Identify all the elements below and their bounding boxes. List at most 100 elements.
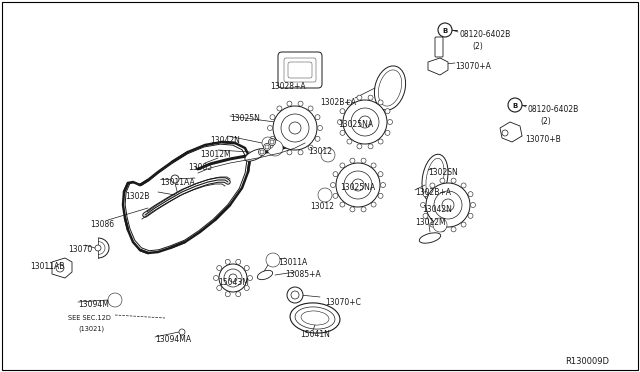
Circle shape bbox=[371, 202, 376, 207]
Text: 13025N: 13025N bbox=[230, 114, 260, 123]
Circle shape bbox=[440, 178, 445, 183]
Circle shape bbox=[378, 193, 383, 198]
Circle shape bbox=[321, 191, 329, 199]
Text: 15041N: 15041N bbox=[300, 330, 330, 339]
FancyBboxPatch shape bbox=[288, 62, 312, 78]
Circle shape bbox=[378, 139, 383, 144]
Circle shape bbox=[351, 108, 379, 136]
Circle shape bbox=[270, 140, 274, 144]
Text: (13021): (13021) bbox=[78, 325, 104, 331]
FancyBboxPatch shape bbox=[435, 37, 443, 57]
Circle shape bbox=[259, 148, 266, 155]
Circle shape bbox=[359, 116, 371, 128]
Circle shape bbox=[267, 140, 283, 156]
Text: R130009D: R130009D bbox=[565, 357, 609, 366]
Circle shape bbox=[225, 292, 230, 296]
Circle shape bbox=[108, 293, 122, 307]
Polygon shape bbox=[52, 258, 72, 278]
Circle shape bbox=[111, 296, 119, 304]
Circle shape bbox=[318, 188, 332, 202]
Circle shape bbox=[224, 269, 242, 287]
Circle shape bbox=[179, 329, 185, 335]
Polygon shape bbox=[428, 58, 448, 75]
Circle shape bbox=[440, 227, 445, 232]
Circle shape bbox=[308, 145, 313, 150]
Circle shape bbox=[340, 163, 345, 168]
Circle shape bbox=[56, 264, 64, 272]
Circle shape bbox=[340, 202, 345, 207]
Circle shape bbox=[468, 214, 473, 218]
Circle shape bbox=[357, 95, 362, 100]
Circle shape bbox=[438, 23, 452, 37]
Circle shape bbox=[268, 125, 273, 131]
Text: 13094M: 13094M bbox=[78, 300, 109, 309]
Circle shape bbox=[502, 130, 508, 136]
Text: 13070+C: 13070+C bbox=[325, 298, 361, 307]
Circle shape bbox=[281, 114, 309, 142]
Circle shape bbox=[451, 227, 456, 232]
Circle shape bbox=[217, 266, 221, 270]
Ellipse shape bbox=[419, 233, 441, 243]
Circle shape bbox=[461, 222, 466, 227]
Circle shape bbox=[265, 145, 269, 149]
Ellipse shape bbox=[257, 270, 273, 280]
Text: 13070+B: 13070+B bbox=[525, 135, 561, 144]
Circle shape bbox=[308, 106, 313, 111]
Polygon shape bbox=[500, 122, 522, 142]
Circle shape bbox=[468, 192, 473, 197]
Circle shape bbox=[330, 183, 335, 187]
Circle shape bbox=[333, 171, 338, 177]
Circle shape bbox=[264, 144, 271, 151]
Text: 13094MA: 13094MA bbox=[155, 335, 191, 344]
Text: 08120-6402B: 08120-6402B bbox=[528, 105, 579, 114]
Ellipse shape bbox=[245, 149, 265, 161]
Circle shape bbox=[229, 274, 237, 282]
Circle shape bbox=[436, 221, 444, 229]
Circle shape bbox=[344, 171, 372, 199]
Circle shape bbox=[420, 202, 426, 208]
Circle shape bbox=[287, 101, 292, 106]
Circle shape bbox=[95, 245, 101, 251]
Circle shape bbox=[361, 207, 366, 212]
Circle shape bbox=[347, 100, 352, 105]
Circle shape bbox=[270, 137, 275, 141]
Text: 15043M: 15043M bbox=[218, 278, 249, 287]
Circle shape bbox=[451, 178, 456, 183]
Circle shape bbox=[269, 256, 277, 264]
Text: 1302B+A: 1302B+A bbox=[320, 98, 356, 107]
Circle shape bbox=[368, 95, 373, 100]
Circle shape bbox=[433, 218, 447, 232]
Text: (2): (2) bbox=[472, 42, 483, 51]
Ellipse shape bbox=[374, 66, 406, 110]
Text: 13085+A: 13085+A bbox=[285, 270, 321, 279]
Circle shape bbox=[347, 139, 352, 144]
Text: 1302B+A: 1302B+A bbox=[415, 188, 451, 197]
Circle shape bbox=[273, 106, 317, 150]
Circle shape bbox=[248, 276, 253, 280]
Text: 13042N: 13042N bbox=[210, 136, 240, 145]
Circle shape bbox=[262, 137, 274, 149]
Text: 1302SN: 1302SN bbox=[428, 168, 458, 177]
Circle shape bbox=[434, 191, 462, 219]
Circle shape bbox=[324, 151, 332, 159]
Circle shape bbox=[277, 106, 282, 111]
Circle shape bbox=[378, 100, 383, 105]
Text: B: B bbox=[513, 103, 518, 109]
Circle shape bbox=[317, 125, 323, 131]
Circle shape bbox=[225, 259, 230, 264]
Circle shape bbox=[340, 109, 345, 114]
Circle shape bbox=[430, 183, 435, 188]
Circle shape bbox=[350, 207, 355, 212]
Circle shape bbox=[352, 179, 364, 191]
Circle shape bbox=[236, 259, 241, 264]
Circle shape bbox=[315, 137, 320, 141]
Text: 13070: 13070 bbox=[68, 245, 92, 254]
Text: 13012M: 13012M bbox=[200, 150, 230, 159]
Text: 13025NA: 13025NA bbox=[340, 183, 375, 192]
Text: 13012: 13012 bbox=[310, 202, 334, 211]
Circle shape bbox=[381, 183, 385, 187]
Circle shape bbox=[336, 163, 380, 207]
Text: 13042N: 13042N bbox=[422, 205, 452, 214]
Circle shape bbox=[321, 148, 335, 162]
Text: B: B bbox=[442, 28, 447, 34]
